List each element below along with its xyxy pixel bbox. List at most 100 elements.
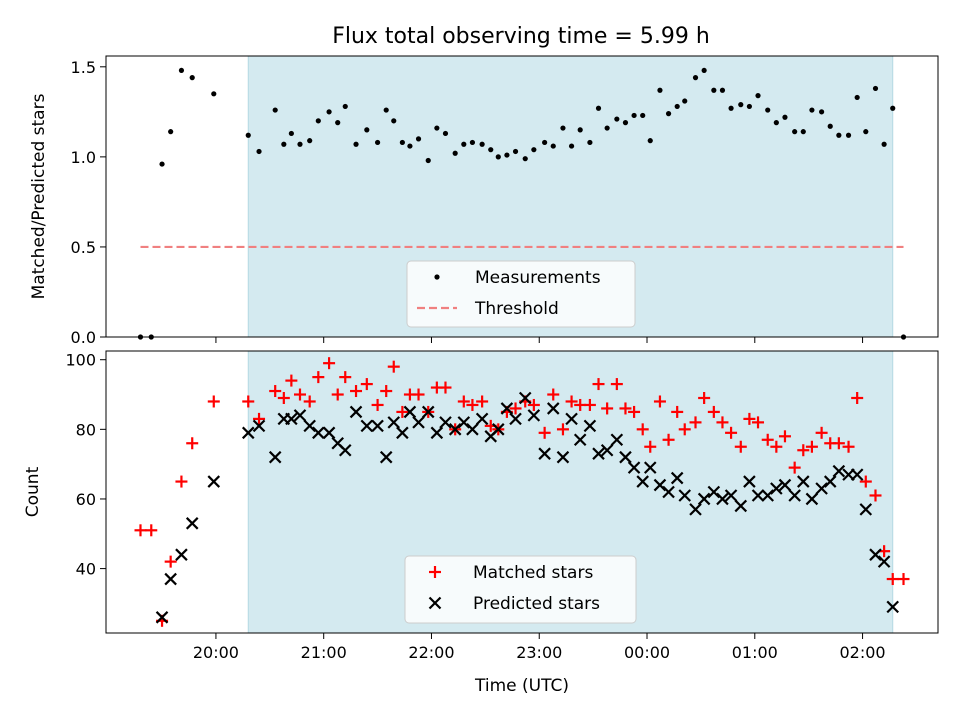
predicted-stars-point [643,461,657,474]
measurements-point [604,125,610,131]
matched-stars-point [716,416,729,429]
matched-stars-point [689,416,702,429]
predicted-stars-point [653,478,667,492]
matched-stars-point [186,437,199,450]
predicted-stars-point [293,409,307,422]
bottom-panel: 40 60 80 100 20:00 21:00 22:00 23:00 00:00 01:00 0… [23,350,939,696]
measurements-point [881,141,887,147]
predicted-stars-point [627,461,641,474]
measurements-point [288,130,294,137]
measurements-point [415,136,422,142]
matched-stars-point [339,371,352,384]
matched-stars-point [671,405,684,418]
predicted-stars-point [322,426,336,440]
matched-stars-point [164,555,177,568]
y-tick-label: 0.0 [71,328,96,347]
matched-stars-point [698,392,711,404]
matched-stars-point [678,423,691,436]
predicted-stars-point [349,405,363,419]
predicted-stars-point [770,482,783,495]
predicted-stars-point [678,489,692,502]
matched-stars-point [277,392,290,404]
matched-stars-point [636,423,649,436]
measurements-point [674,103,680,110]
y-tick-label: 0.5 [71,238,96,257]
predicted-stars-point [877,555,891,568]
legend-matched-stars-swatch [429,566,441,578]
matched-stars-point [380,385,393,398]
matched-stars-point [610,378,623,391]
matched-stars-point [547,388,560,401]
matched-stars-point [253,412,266,425]
predicted-stars-point [600,443,614,457]
matched-stars-point [897,573,910,586]
measurements-point [711,87,717,93]
figure-title: Flux total observing time = 5.99 h [332,24,710,49]
measurements-point [364,127,370,133]
measurements-point [845,132,852,138]
predicted-stars-point [312,426,325,440]
measurements-point [407,143,413,149]
matched-stars-point [653,395,666,408]
y-tick-label: 1.0 [71,148,96,167]
measurements-point [326,109,332,115]
predicted-stars-point [164,572,177,586]
predicted-stars-point [697,492,711,506]
matched-stars-point [592,378,605,391]
measurements-point [738,102,744,108]
measurements-point [504,152,510,158]
predicted-stars-point [509,412,522,426]
measurements-point [872,85,879,92]
predicted-stars-point [610,433,624,447]
bottom-axes-frame [105,350,939,634]
predicted-stars-point [592,447,605,460]
legend-measurements-label: Measurements [475,268,601,288]
predicted-stars-point [724,489,738,502]
measurements-point [631,112,637,119]
matched-stars-point [761,433,774,446]
legend-threshold-label: Threshold [474,299,559,319]
predicted-stars-point [492,423,505,436]
predicted-stars-point [797,475,810,488]
measurements-point [315,118,321,124]
measurements-point [542,139,548,146]
predicted-stars-point [583,419,597,433]
measurements-point [159,161,165,167]
measurements-point [560,125,566,131]
predicted-stars-point [379,450,393,464]
measurements-point [568,143,575,149]
measurements-point [550,143,556,149]
measurements-point [773,120,779,126]
predicted-stars-point [439,416,452,429]
measurements-point [452,150,458,156]
measurements-point [391,118,397,124]
predicted-stars-point [832,464,846,478]
matched-stars-point [134,524,147,537]
y-tick-label: 80 [76,420,96,439]
measurements-point [442,130,449,137]
measurements-point [383,107,389,113]
measurements-point [809,107,815,113]
predicted-stars-point [527,409,541,422]
matched-stars-point [476,395,489,408]
top-axis-ticks: 0.0 0.5 1.0 1.5 [71,58,864,347]
measurements-point [245,132,251,138]
matched-stars-point [350,385,363,398]
matched-stars-point [619,402,632,415]
predicted-stars-point [573,433,587,447]
measurements-point [792,129,798,135]
predicted-stars-point [636,475,649,488]
predicted-stars-point [546,402,560,415]
measurements-point [863,129,869,135]
measurements-point [719,87,726,93]
measurements-point [353,141,359,147]
measurements-point [461,141,467,147]
measurements-point [512,148,519,155]
predicted-stars-point [565,412,578,426]
predicted-stars-point [457,416,471,429]
legend-predicted-stars-swatch [428,596,442,610]
x-tick-label: 01:00 [732,643,778,662]
matched-stars-point [815,426,828,439]
measurements-point [782,114,788,120]
predicted-stars-point [371,419,384,433]
